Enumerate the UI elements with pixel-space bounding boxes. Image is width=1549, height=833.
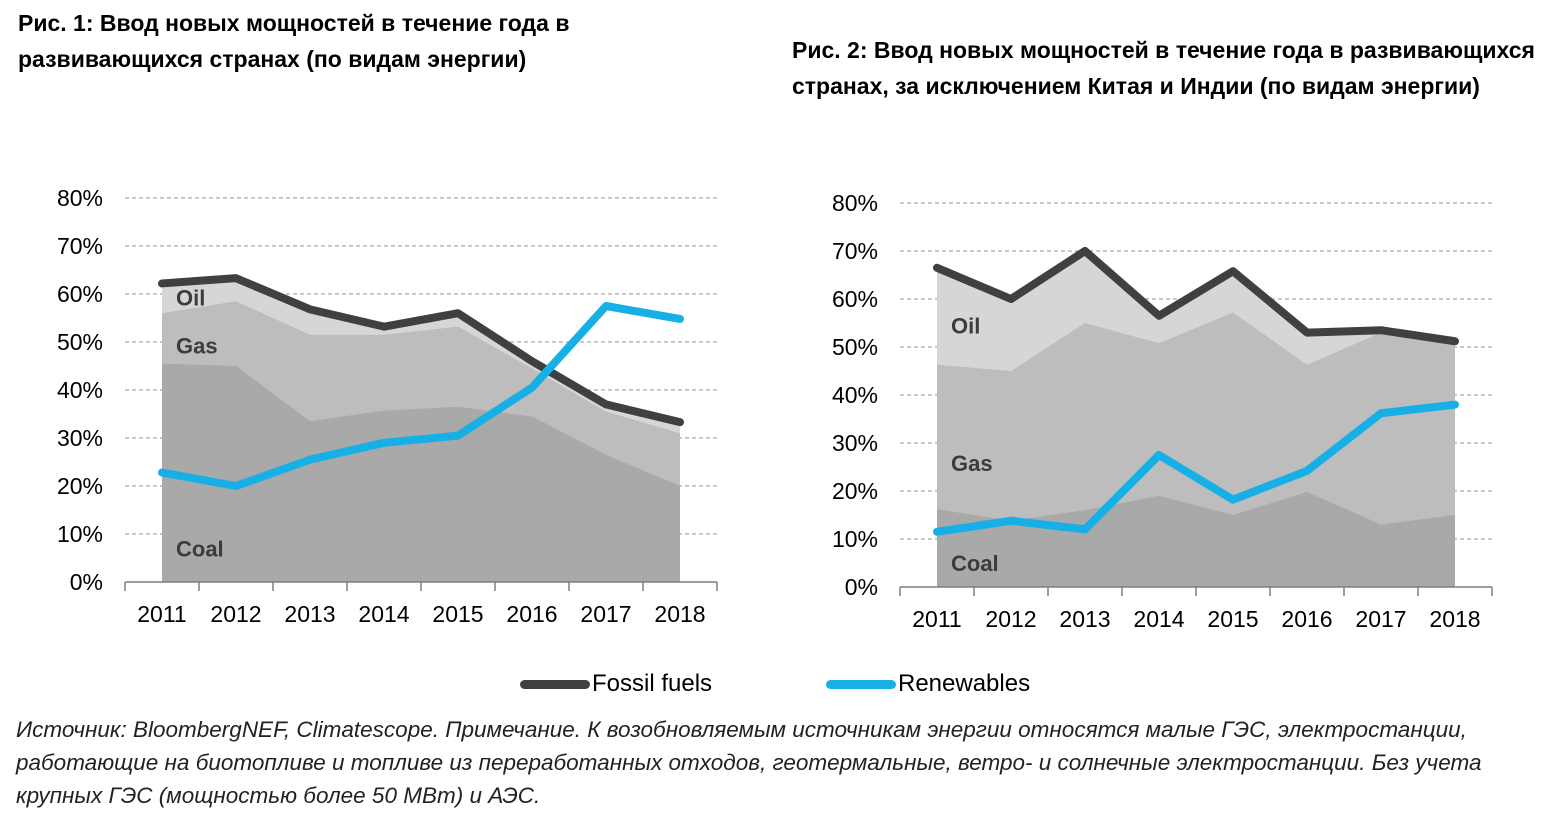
figure1-title: Рис. 1: Ввод новых мощностей в течение г…: [18, 10, 570, 72]
legend: Fossil fuels Renewables: [0, 666, 1549, 702]
x-tick-label: 2014: [1133, 606, 1184, 632]
y-tick-label: 60%: [832, 286, 878, 312]
legend-item-fossil-fuels: Fossil fuels: [520, 666, 712, 702]
x-tick-label: 2015: [432, 601, 483, 627]
y-tick-label: 20%: [832, 478, 878, 504]
y-tick-label: 40%: [57, 377, 103, 403]
area-label-gas: Gas: [951, 451, 993, 476]
y-tick-label: 20%: [57, 473, 103, 499]
y-tick-label: 50%: [57, 329, 103, 355]
area-label-oil: Oil: [176, 285, 205, 310]
series-line-fossil-fuels: [933, 247, 1459, 346]
legend-label-renewables: Renewables: [898, 670, 1031, 697]
y-tick-label: 30%: [57, 425, 103, 451]
x-tick-label: 2016: [1281, 606, 1332, 632]
figure2-title: Рис. 2: Ввод новых мощностей в течение г…: [792, 37, 1535, 99]
y-tick-label: 50%: [832, 334, 878, 360]
y-tick-label: 40%: [832, 382, 878, 408]
y-tick-label: 80%: [832, 190, 878, 216]
y-tick-label: 70%: [57, 233, 103, 259]
area-label-coal: Coal: [176, 536, 224, 561]
x-tick-label: 2012: [985, 606, 1036, 632]
y-tick-label: 70%: [832, 238, 878, 264]
series-line-renewables: [933, 400, 1459, 536]
series-line-fossil-fuels: [158, 274, 684, 427]
y-tick-label: 0%: [845, 574, 878, 600]
x-tick-label: 2015: [1207, 606, 1258, 632]
legend-swatch-fossil-fuels: [520, 679, 590, 689]
area-coal: [937, 491, 1455, 587]
chart1: Coal Gas Oil 0% 10% 20% 30% 40% 50% 60% 70% 80% 2011…: [57, 185, 718, 627]
y-tick-label: 10%: [57, 521, 103, 547]
x-tick-label: 2011: [137, 601, 186, 627]
source-footnote: Источник: BloombergNEF, Climatescope. Пр…: [16, 717, 1482, 808]
x-tick-label: 2017: [580, 601, 631, 627]
x-tick-label: 2014: [358, 601, 409, 627]
x-tick-label: 2013: [284, 601, 335, 627]
x-tick-label: 2017: [1355, 606, 1406, 632]
area-label-oil: Oil: [951, 313, 980, 338]
x-tick-label: 2011: [912, 606, 961, 632]
y-tick-label: 60%: [57, 281, 103, 307]
chart2: Coal Gas Oil 0% 10% 20% 30% 40% 50% 60% 70% 80% 2011…: [832, 190, 1493, 632]
x-tick-label: 2016: [506, 601, 557, 627]
area-label-coal: Coal: [951, 551, 999, 576]
y-tick-label: 10%: [832, 526, 878, 552]
y-tick-label: 80%: [57, 185, 103, 211]
legend-swatch-renewables: [826, 679, 896, 689]
y-tick-label: 30%: [832, 430, 878, 456]
series-line-renewables: [158, 302, 684, 490]
area-coal: [162, 363, 680, 582]
x-tick-label: 2013: [1059, 606, 1110, 632]
area-label-gas: Gas: [176, 333, 218, 358]
x-tick-label: 2018: [654, 601, 705, 627]
x-tick-label: 2012: [210, 601, 261, 627]
y-tick-label: 0%: [70, 569, 103, 595]
legend-label-fossil-fuels: Fossil fuels: [592, 670, 713, 697]
legend-item-renewables: Renewables: [826, 666, 1030, 702]
x-tick-label: 2018: [1429, 606, 1480, 632]
